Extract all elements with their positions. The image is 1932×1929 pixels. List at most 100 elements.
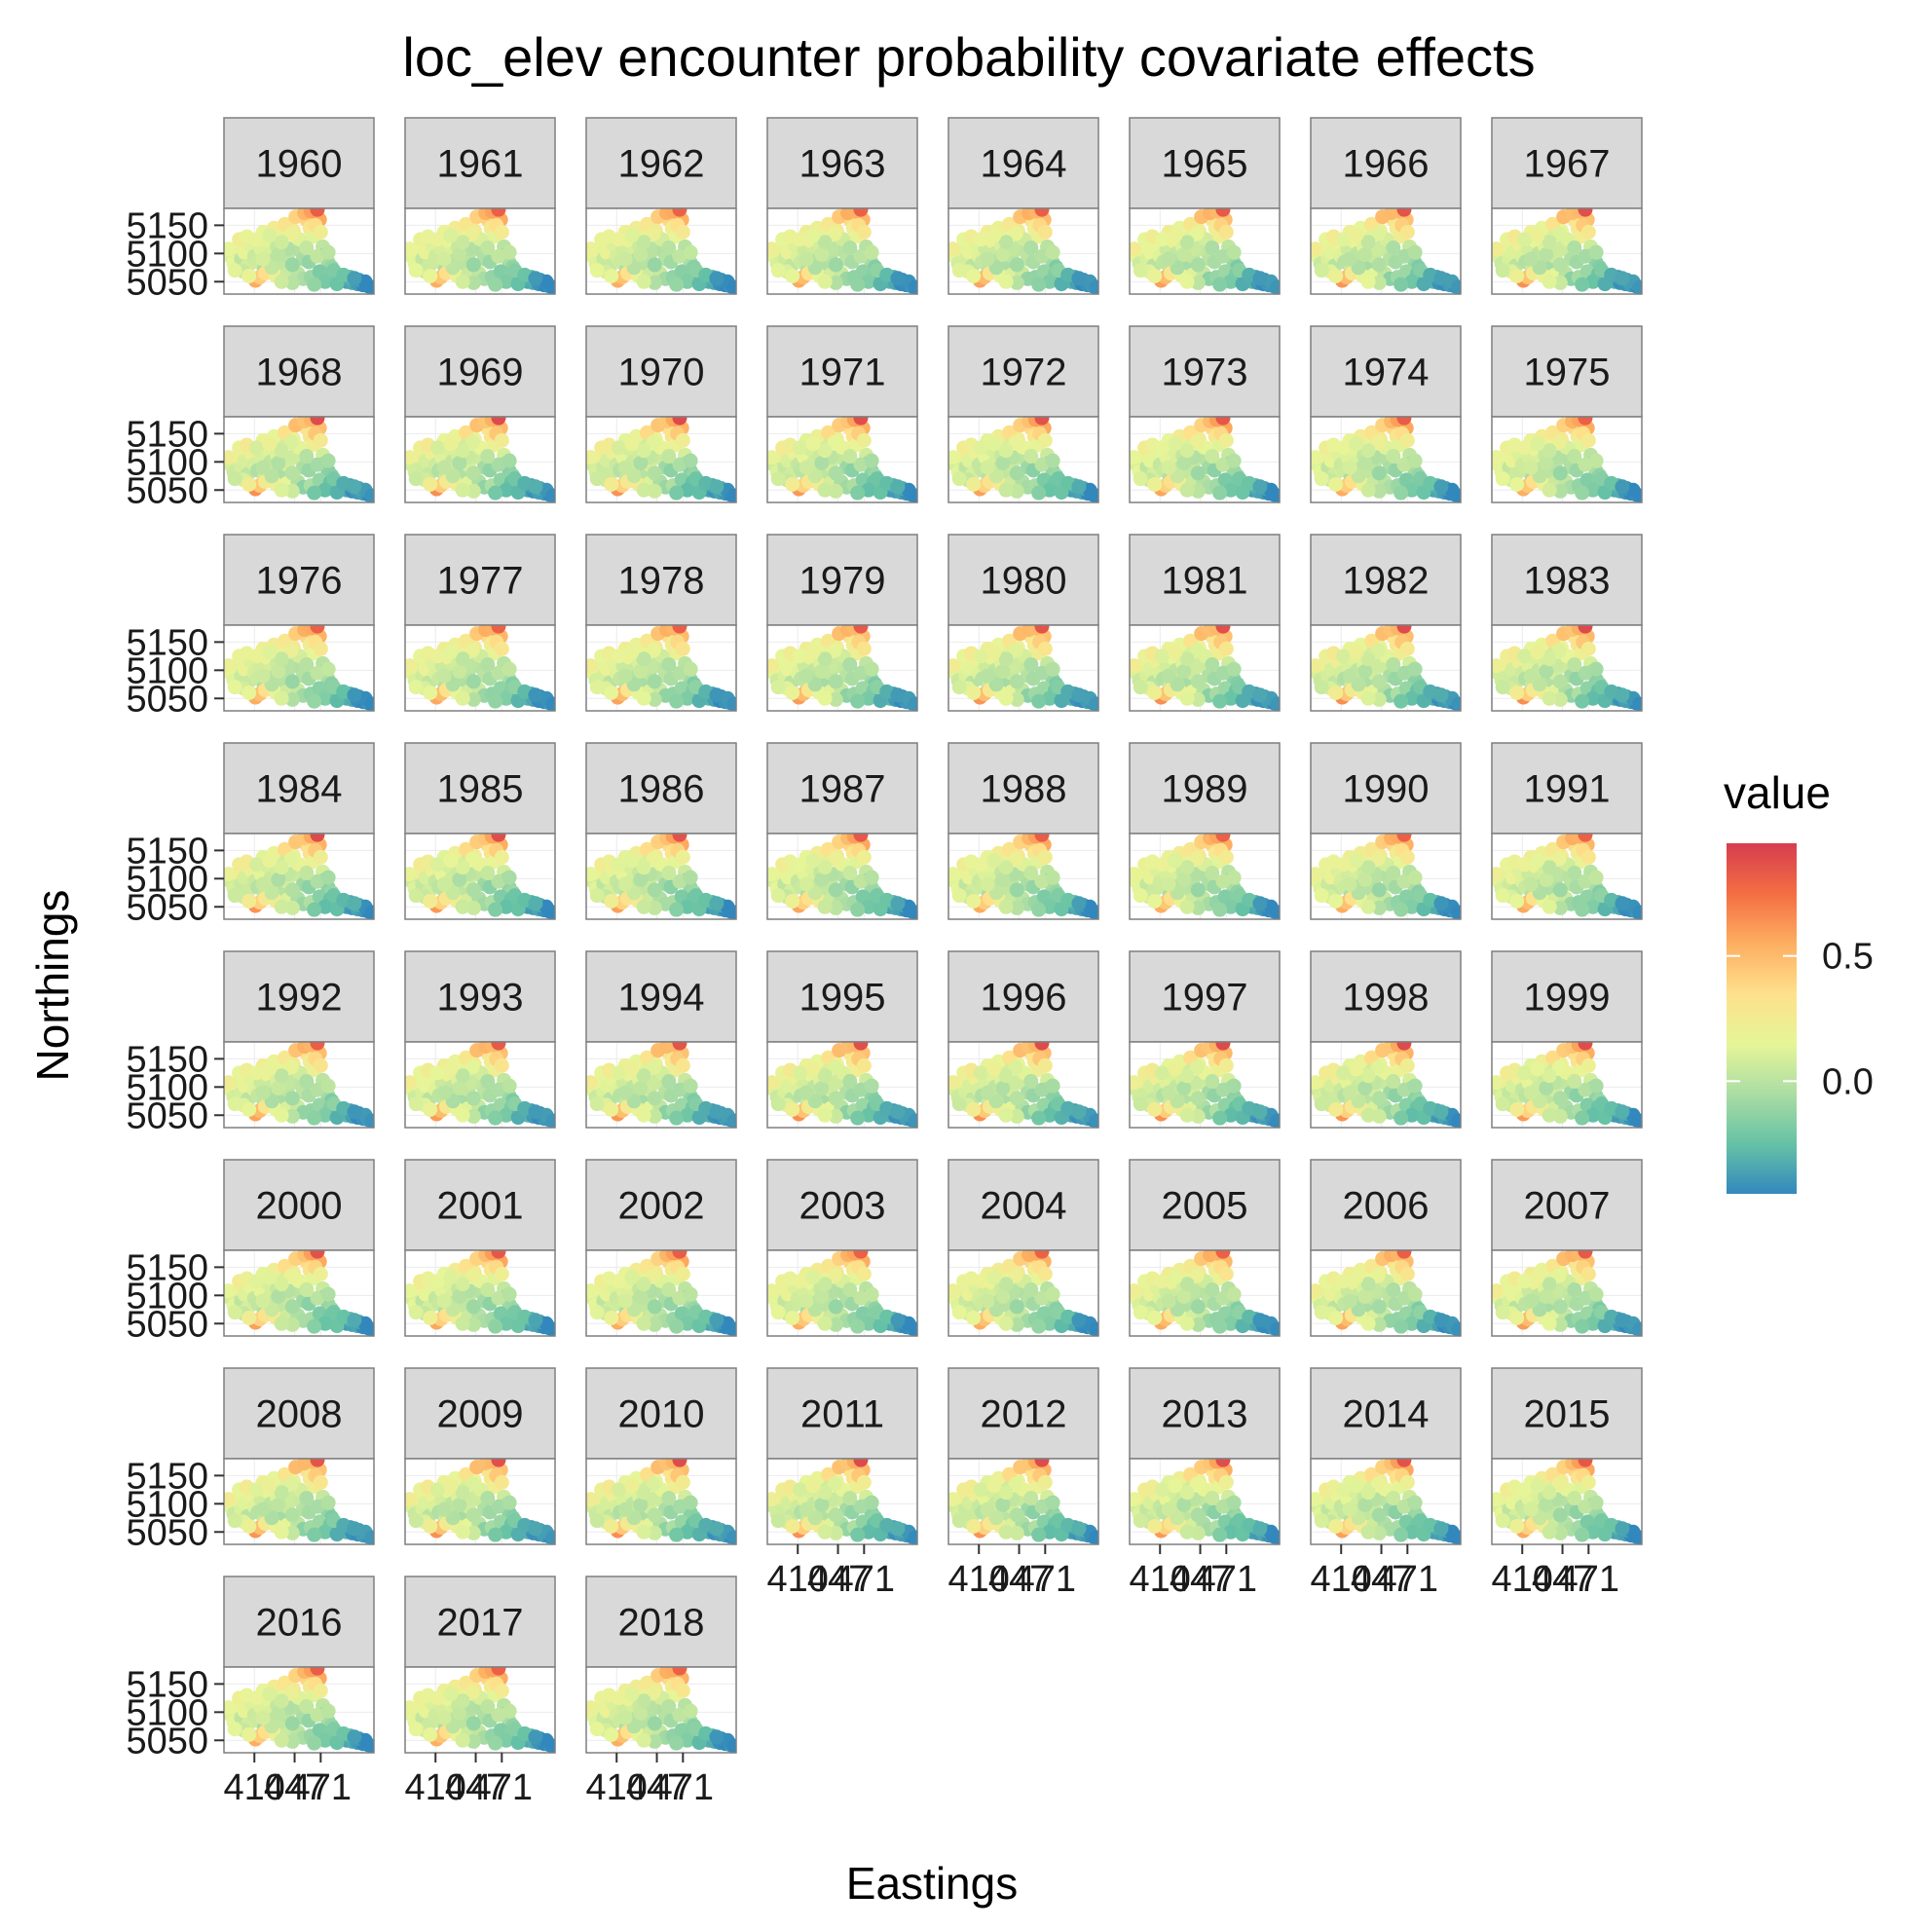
data-point xyxy=(828,1091,843,1106)
data-point xyxy=(1154,232,1170,247)
data-point xyxy=(284,1299,300,1315)
data-point xyxy=(856,432,872,448)
facet-strip xyxy=(223,1159,375,1251)
data-point xyxy=(284,900,300,915)
facet-strip xyxy=(1310,117,1462,209)
data-point xyxy=(636,899,651,914)
data-point xyxy=(850,1318,866,1334)
data-point xyxy=(827,851,842,867)
panel-border xyxy=(223,1249,375,1337)
data-point xyxy=(995,1080,1011,1095)
point-layer xyxy=(948,1042,1098,1128)
panel-border xyxy=(1129,207,1281,295)
data-point xyxy=(1189,643,1205,658)
data-point xyxy=(1399,849,1415,865)
data-point xyxy=(224,658,236,674)
data-point xyxy=(1371,1299,1387,1315)
data-point xyxy=(726,279,736,294)
data-point xyxy=(1009,1108,1024,1124)
facet-panel: 1964 xyxy=(947,117,1099,295)
data-point xyxy=(1360,899,1376,914)
data-point xyxy=(1552,1091,1568,1106)
data-point xyxy=(853,1250,869,1259)
facet-strip-label: 1969 xyxy=(437,352,524,394)
data-point xyxy=(1399,224,1415,240)
data-point xyxy=(998,1068,1014,1084)
data-point xyxy=(973,232,988,247)
data-point xyxy=(1578,417,1593,426)
data-point xyxy=(1542,235,1557,250)
data-point xyxy=(284,275,300,290)
data-point xyxy=(589,680,605,695)
facet-strip-label: 1983 xyxy=(1524,560,1611,603)
data-point xyxy=(299,866,315,881)
data-point xyxy=(488,902,503,917)
panel-border xyxy=(585,207,737,295)
data-point xyxy=(890,1104,906,1120)
data-point xyxy=(1575,1110,1590,1126)
data-point xyxy=(1154,440,1170,456)
data-point xyxy=(966,476,982,492)
data-point xyxy=(1615,1313,1630,1328)
data-point xyxy=(672,1250,687,1259)
data-point xyxy=(255,876,271,892)
facet-panel: 2006 xyxy=(1310,1159,1462,1337)
data-point xyxy=(633,663,649,679)
data-point xyxy=(1575,277,1590,292)
facet-strip-label: 2002 xyxy=(618,1185,705,1228)
data-point xyxy=(1071,479,1087,495)
data-point xyxy=(1147,1101,1163,1117)
data-point xyxy=(1539,455,1554,470)
data-point xyxy=(586,867,598,882)
data-point xyxy=(1031,902,1047,917)
facet-strip-label: 1989 xyxy=(1162,768,1248,811)
data-point xyxy=(1551,851,1567,867)
data-point xyxy=(1215,1250,1231,1259)
data-point xyxy=(423,893,438,909)
data-point xyxy=(262,645,278,660)
data-point xyxy=(617,1293,633,1309)
data-point xyxy=(1578,1042,1593,1051)
data-point xyxy=(672,1042,687,1051)
data-point xyxy=(1252,479,1268,495)
facet-panel: 1994 xyxy=(585,950,737,1129)
data-point xyxy=(850,693,866,709)
data-point xyxy=(1176,872,1192,887)
data-point xyxy=(669,902,685,917)
data-point xyxy=(624,1270,640,1285)
data-point xyxy=(1179,1068,1195,1084)
data-point xyxy=(1357,1288,1373,1304)
data-point xyxy=(661,866,677,881)
data-point xyxy=(405,867,417,882)
data-point xyxy=(1588,661,1604,677)
facet-panel: 1998 xyxy=(1310,950,1462,1129)
data-point xyxy=(1037,432,1053,448)
data-point xyxy=(828,275,843,290)
data-point xyxy=(1578,208,1593,217)
panel-border xyxy=(947,416,1099,503)
data-point xyxy=(1492,241,1504,257)
data-point xyxy=(307,277,322,292)
data-point xyxy=(1492,1283,1504,1299)
facet-strip xyxy=(947,325,1099,418)
data-point xyxy=(624,228,640,243)
data-point xyxy=(224,1075,236,1091)
data-point xyxy=(1492,658,1504,674)
data-point xyxy=(274,274,289,289)
panel-border xyxy=(404,1249,556,1337)
data-point xyxy=(364,905,374,919)
facet-strip-label: 2003 xyxy=(799,1185,886,1228)
data-point xyxy=(224,241,236,257)
data-point xyxy=(1539,1288,1554,1304)
data-point xyxy=(586,450,598,465)
data-point xyxy=(828,483,843,499)
panel-border xyxy=(1310,624,1462,712)
facet-strip xyxy=(1129,1159,1281,1251)
data-point xyxy=(255,460,271,475)
data-point xyxy=(1386,1282,1401,1298)
data-point xyxy=(248,440,264,456)
point-layer xyxy=(948,834,1098,919)
data-point xyxy=(271,1288,286,1304)
data-point xyxy=(465,1299,481,1315)
data-point xyxy=(227,1096,242,1112)
